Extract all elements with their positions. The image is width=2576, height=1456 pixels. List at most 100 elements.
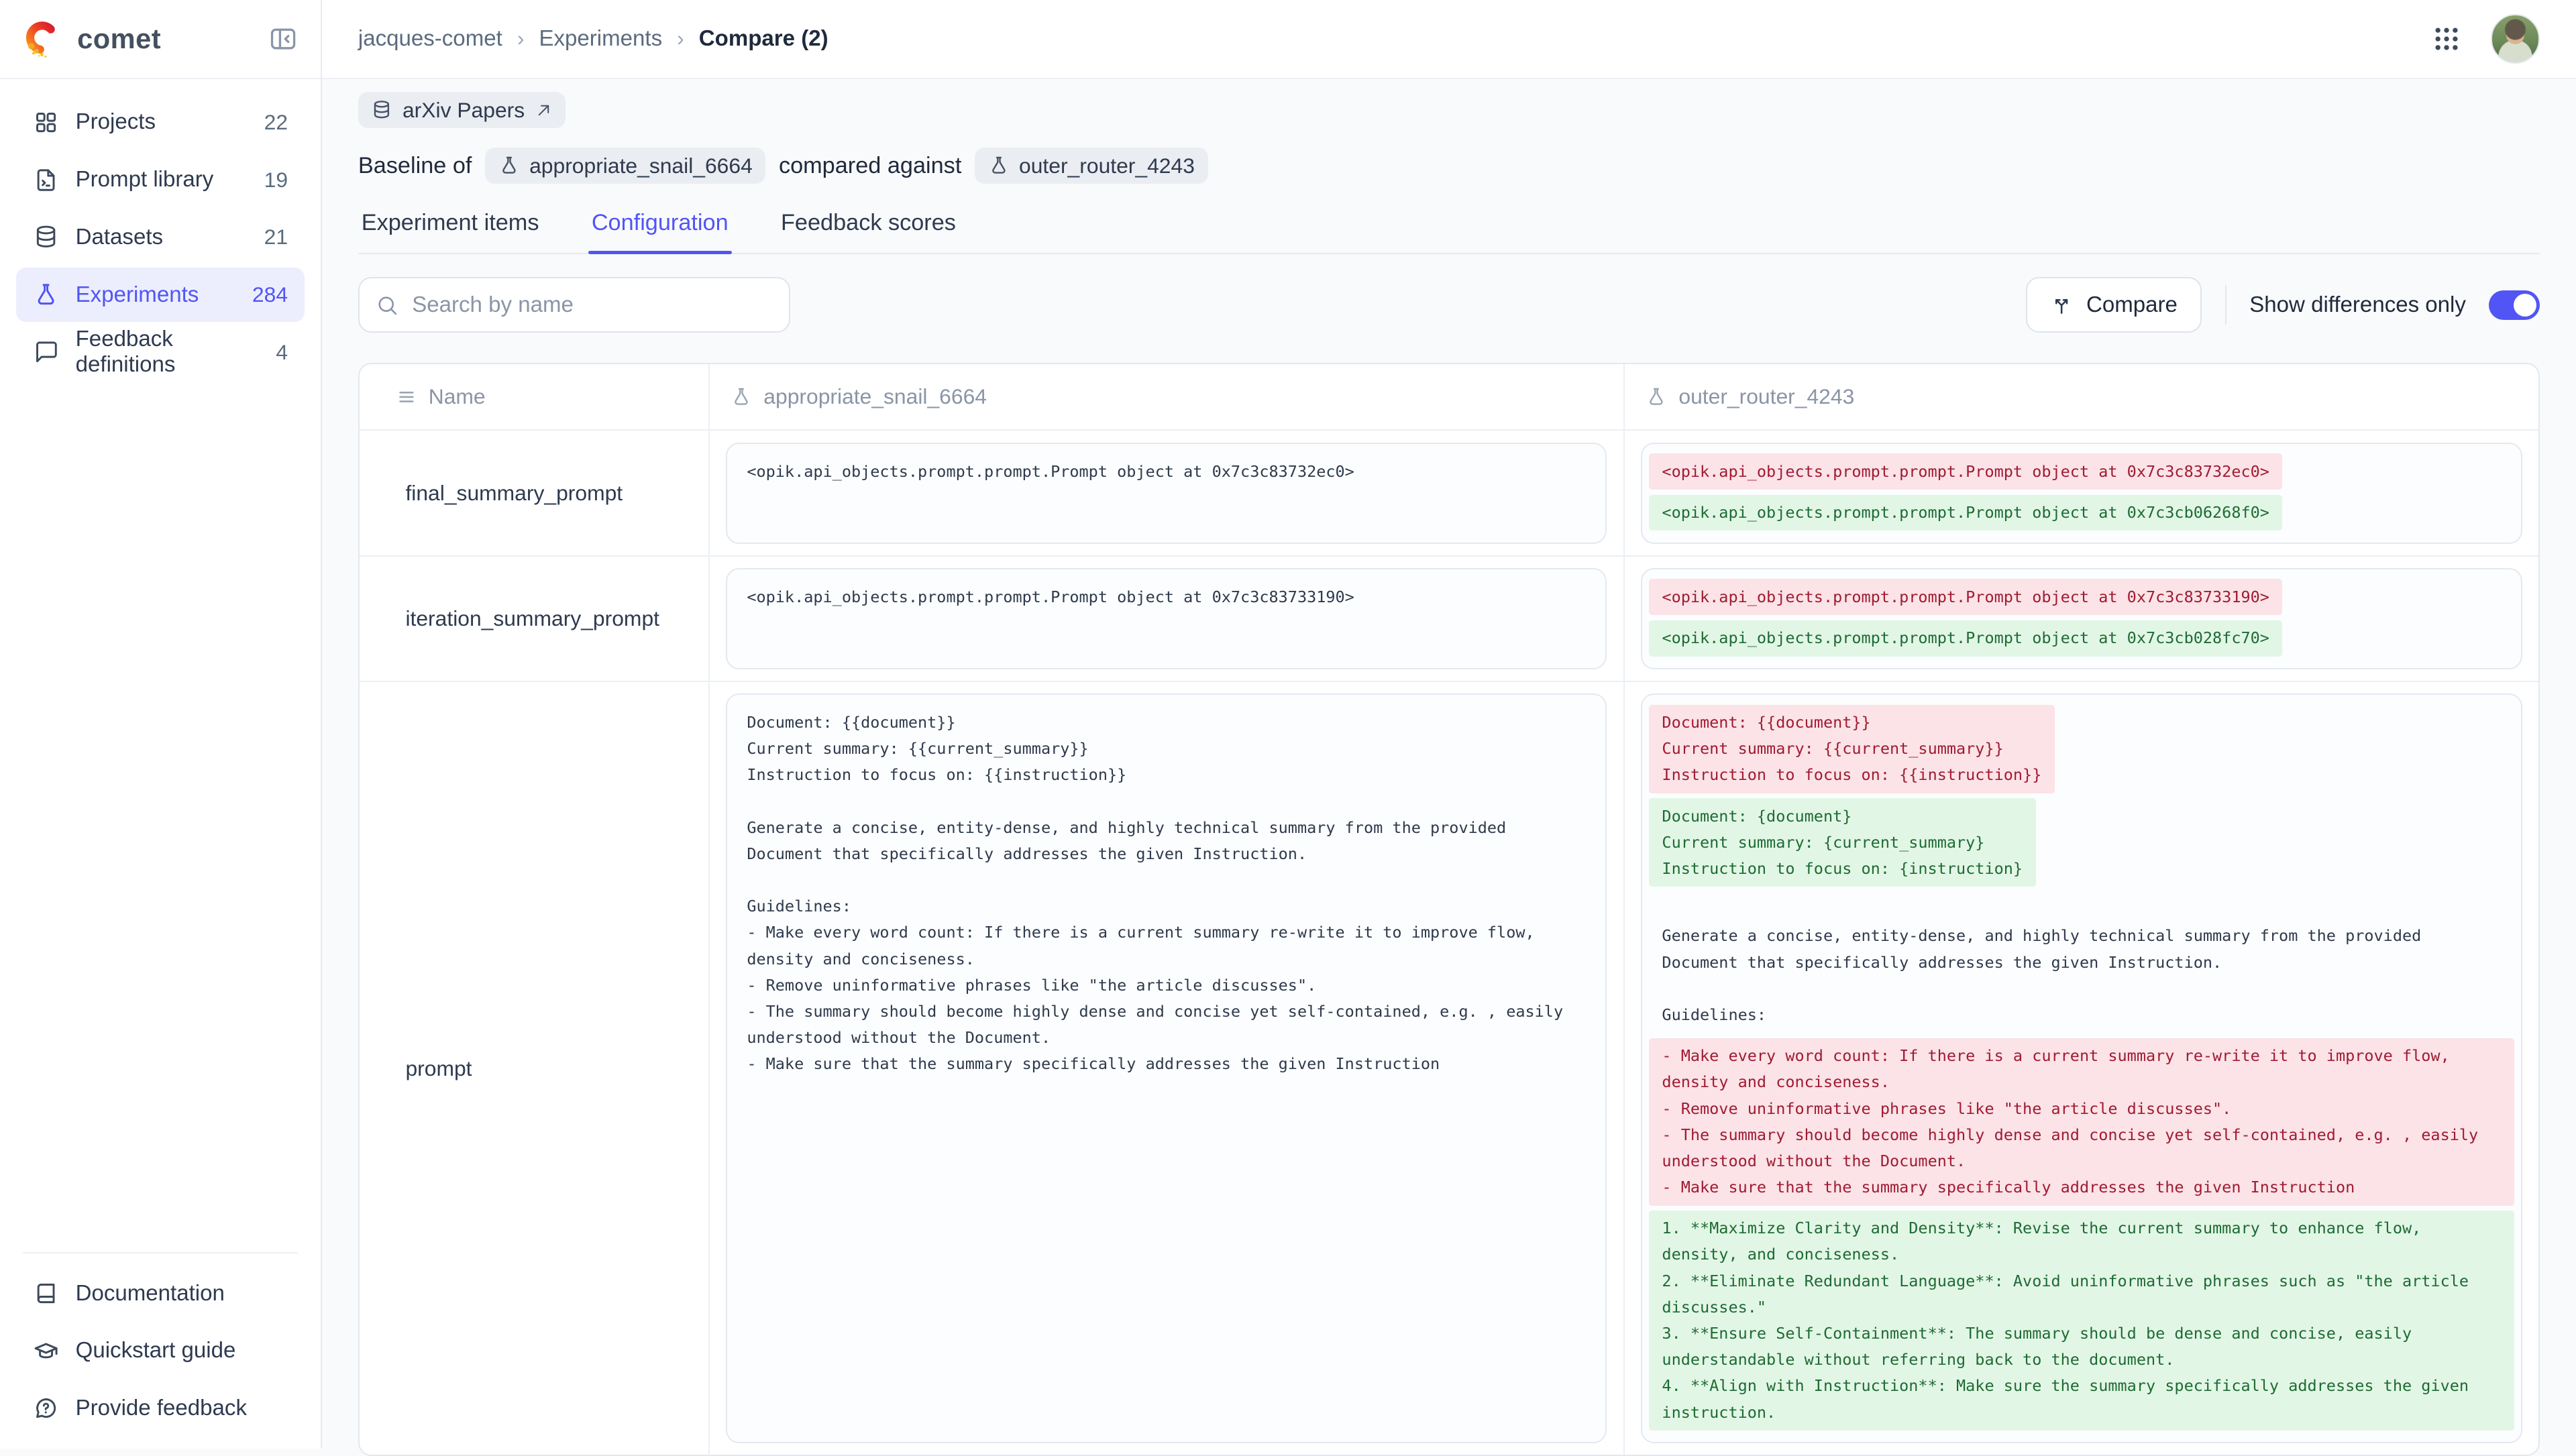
rows-icon — [396, 386, 417, 408]
row-name: iteration_summary_prompt — [360, 556, 710, 681]
search-input[interactable] — [412, 292, 773, 318]
diff-plain-block: Generate a concise, entity-dense, and hi… — [1662, 926, 2422, 1024]
sidebar-item-prompt-library[interactable]: Prompt library 19 — [16, 153, 304, 207]
sidebar-item-quickstart-guide[interactable]: Quickstart guide — [23, 1324, 297, 1378]
diff-removed-block: Document: {{document}} Current summary: … — [1648, 704, 2055, 793]
message-icon — [33, 339, 59, 366]
sidebar-item-label: Datasets — [75, 224, 164, 249]
sidebar-header: comet — [0, 0, 321, 79]
tab-configuration[interactable]: Configuration — [588, 207, 733, 255]
compare-value-cell: Document: {{document}} Current summary: … — [1625, 682, 2539, 1455]
dataset-chip[interactable]: arXiv Papers — [358, 92, 566, 128]
sidebar-item-documentation[interactable]: Documentation — [23, 1266, 297, 1321]
table-row-prompt: prompt Document: {{document}} Current sum… — [359, 680, 2539, 1455]
diff-plain-block: Document: {{document}} Current summary: … — [747, 712, 1564, 1074]
differences-toggle[interactable] — [2489, 290, 2540, 320]
sidebar-item-label: Projects — [75, 109, 156, 135]
baseline-value-box[interactable]: <opik.api_objects.prompt.prompt.Prompt o… — [725, 442, 1607, 544]
comparison-table: Name appropriate_snail_6664 outer_router_4… — [358, 362, 2540, 1456]
external-link-icon — [535, 101, 553, 119]
baseline-value-box[interactable]: <opik.api_objects.prompt.prompt.Prompt o… — [725, 567, 1607, 669]
toolbar-divider — [2224, 285, 2226, 325]
column-header-label: outer_router_4243 — [1678, 384, 1855, 408]
grad-cap-icon — [33, 1338, 59, 1364]
database-icon — [371, 99, 392, 121]
baseline-value-cell: Document: {{document}} Current summary: … — [710, 681, 1625, 1455]
breadcrumb-item-experiments[interactable]: Experiments — [539, 25, 663, 51]
flask-icon — [33, 282, 59, 308]
breadcrumb-item-jacques-comet[interactable]: jacques-comet — [358, 25, 502, 51]
sidebar-nav: Projects 22 Prompt library 19 Datasets 21 Expe… — [0, 79, 321, 396]
table-header-row: Name appropriate_snail_6664 outer_router_4… — [360, 363, 2539, 430]
comet-brand[interactable]: comet — [23, 17, 161, 60]
breadcrumb-separator: › — [517, 26, 525, 51]
column-header-label: Name — [428, 384, 486, 408]
topbar-actions — [2432, 14, 2540, 64]
compare-value-box[interactable]: Document: {{document}} Current summary: … — [1641, 693, 2522, 1444]
page-content: arXiv Papers Baseline of appropriate_sna… — [322, 79, 2576, 1456]
baseline-value-cell: <opik.api_objects.prompt.prompt.Prompt o… — [710, 556, 1625, 681]
compare-experiment-chip[interactable]: outer_router_4243 — [974, 148, 1208, 184]
sidebar-item-count: 19 — [264, 167, 288, 192]
diff-removed-block: - Make every word count: If there is a c… — [1648, 1038, 2514, 1206]
sidebar-item-label: Experiments — [75, 282, 199, 307]
differences-toggle-label: Show differences only — [2249, 292, 2466, 317]
compare-value-box[interactable]: <opik.api_objects.prompt.prompt.Prompt o… — [1641, 442, 2522, 544]
sidebar: comet Projects 22 Prompt library 19 Datasets… — [0, 0, 322, 1449]
sidebar-item-feedback-definitions[interactable]: Feedback definitions 4 — [16, 325, 304, 380]
toolbar-right: Compare Show differences only — [2025, 277, 2540, 333]
tab-experiment-items[interactable]: Experiment items — [361, 210, 539, 236]
sidebar-item-datasets[interactable]: Datasets 21 — [16, 210, 304, 264]
baseline-value-cell: <opik.api_objects.prompt.prompt.Prompt o… — [710, 431, 1625, 555]
breadcrumb: jacques-comet › Experiments › Compare (2) — [358, 26, 828, 52]
help-bubble-icon — [33, 1395, 59, 1421]
toggle-knob — [2513, 293, 2537, 317]
baseline-label: Baseline of — [358, 152, 472, 178]
sidebar-item-count: 284 — [252, 282, 288, 307]
flask-icon — [731, 386, 752, 408]
dataset-chip-label: arXiv Papers — [402, 97, 525, 122]
grid-icon — [33, 109, 59, 135]
baseline-value-box[interactable]: Document: {{document}} Current summary: … — [725, 693, 1607, 1444]
compare-value-cell: <opik.api_objects.prompt.prompt.Prompt o… — [1625, 557, 2539, 681]
diff-added-block: <opik.api_objects.prompt.prompt.Prompt o… — [1648, 494, 2283, 531]
table-row-final-summary-prompt: final_summary_prompt <opik.api_objects.pr… — [359, 429, 2539, 555]
diff-added-block: Document: {document} Current summary: {c… — [1648, 798, 2036, 887]
compare-button-label: Compare — [2086, 292, 2178, 317]
baseline-experiment-name: appropriate_snail_6664 — [529, 153, 753, 178]
diff-plain-block: <opik.api_objects.prompt.prompt.Prompt o… — [747, 587, 1354, 606]
tab-bar: Experiment items Configuration Feedback sc… — [358, 207, 2540, 255]
user-avatar[interactable] — [2490, 14, 2540, 64]
main-area: jacques-comet › Experiments › Compare (2) ar… — [322, 0, 2576, 1456]
flask-icon — [988, 155, 1010, 176]
diff-plain-block: <opik.api_objects.prompt.prompt.Prompt o… — [747, 461, 1354, 481]
compare-button[interactable]: Compare — [2025, 277, 2202, 333]
topbar: jacques-comet › Experiments › Compare (2) — [322, 0, 2576, 79]
toolbar: Compare Show differences only — [358, 277, 2540, 333]
row-name: final_summary_prompt — [360, 431, 710, 555]
sidebar-item-count: 4 — [276, 339, 288, 364]
diff-added-block: <opik.api_objects.prompt.prompt.Prompt o… — [1648, 620, 2283, 657]
comet-logo-icon — [23, 17, 66, 60]
column-header-name[interactable]: Name — [360, 363, 710, 430]
sidebar-item-label: Provide feedback — [75, 1396, 247, 1421]
sidebar-item-label: Quickstart guide — [75, 1338, 236, 1363]
compare-experiment-name: outer_router_4243 — [1019, 153, 1195, 178]
diff-removed-block: <opik.api_objects.prompt.prompt.Prompt o… — [1648, 579, 2283, 616]
sidebar-item-projects[interactable]: Projects 22 — [16, 95, 304, 150]
diff-removed-block: <opik.api_objects.prompt.prompt.Prompt o… — [1648, 453, 2283, 490]
column-header-appropriate-snail-6664[interactable]: appropriate_snail_6664 — [710, 363, 1625, 430]
sidebar-item-experiments[interactable]: Experiments 284 — [16, 268, 305, 322]
compared-against-label: compared against — [778, 152, 962, 178]
compare-summary: Baseline of appropriate_snail_6664 compa… — [358, 148, 2540, 184]
sidebar-footer: Documentation Quickstart guide Provide fee… — [23, 1251, 298, 1436]
table-row-iteration-summary-prompt: iteration_summary_prompt <opik.api_object… — [359, 555, 2539, 681]
compare-value-box[interactable]: <opik.api_objects.prompt.prompt.Prompt o… — [1641, 567, 2522, 669]
column-header-outer-router-4243[interactable]: outer_router_4243 — [1625, 364, 2539, 430]
compare-value-cell: <opik.api_objects.prompt.prompt.Prompt o… — [1625, 431, 2539, 555]
sidebar-collapse-icon[interactable] — [268, 24, 298, 54]
baseline-experiment-chip[interactable]: appropriate_snail_6664 — [485, 148, 766, 184]
apps-grid-icon[interactable] — [2432, 24, 2461, 54]
sidebar-item-provide-feedback[interactable]: Provide feedback — [23, 1382, 297, 1436]
tab-feedback-scores[interactable]: Feedback scores — [780, 210, 956, 236]
